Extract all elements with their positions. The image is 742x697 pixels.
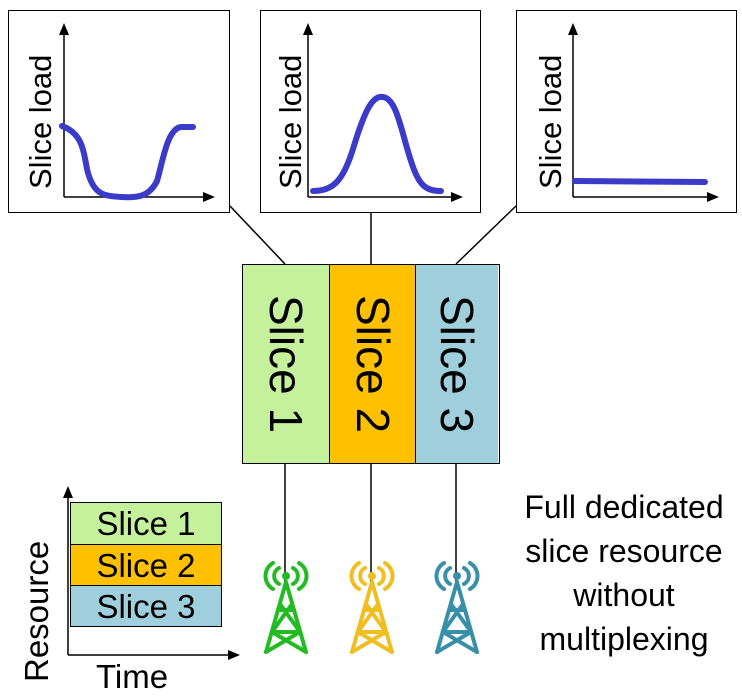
caption-line-4: multiplexing [539,621,709,657]
load-panel-slice-1: Slice load [8,10,230,213]
load-panel-slice-3: Slice load [516,10,737,213]
load-curve [310,93,444,194]
time-axis-label: Time [96,658,169,695]
load-plot-1 [59,23,215,202]
connector-panel-1 [229,205,286,265]
slice-block: Slice 1 Slice 2 Slice 3 [242,264,500,464]
load-plot-2 [303,23,463,202]
slice-column-2: Slice 2 [329,265,415,463]
stack-row-slice-3: Slice 3 [71,585,221,626]
y-axis-arrow [59,23,69,35]
caption-line-3: without [573,577,675,613]
slice-column-1: Slice 1 [243,265,329,463]
connector-panel-3 [455,205,517,265]
stack-row-slice-1: Slice 1 [71,503,221,544]
x-axis-arrow [203,192,215,202]
caption-note: Full dedicated slice resource without mu… [506,485,742,661]
load-panel-slice-2: Slice load [260,10,481,213]
x-axis-arrow [451,192,463,202]
resource-stack: Slice 1 Slice 2 Slice 3 [70,502,222,627]
resource-axis-label: Resource [18,540,55,682]
cell-tower-icon [349,561,395,654]
load-plot-3 [568,23,719,202]
time-x-axis-arrow [228,650,240,660]
y-axis-arrow [568,23,578,35]
y-axis-arrow [303,23,313,35]
cell-tower-icon [263,561,309,654]
caption-line-1: Full dedicated [524,489,724,525]
stack-row-slice-2: Slice 2 [71,544,221,585]
load-curve [572,178,708,185]
load-curve [59,123,196,201]
cell-tower-icon [434,561,480,654]
x-axis-arrow [707,192,719,202]
resource-y-axis-arrow [63,486,73,498]
slice-column-3: Slice 3 [415,265,498,463]
caption-line-2: slice resource [525,533,723,569]
